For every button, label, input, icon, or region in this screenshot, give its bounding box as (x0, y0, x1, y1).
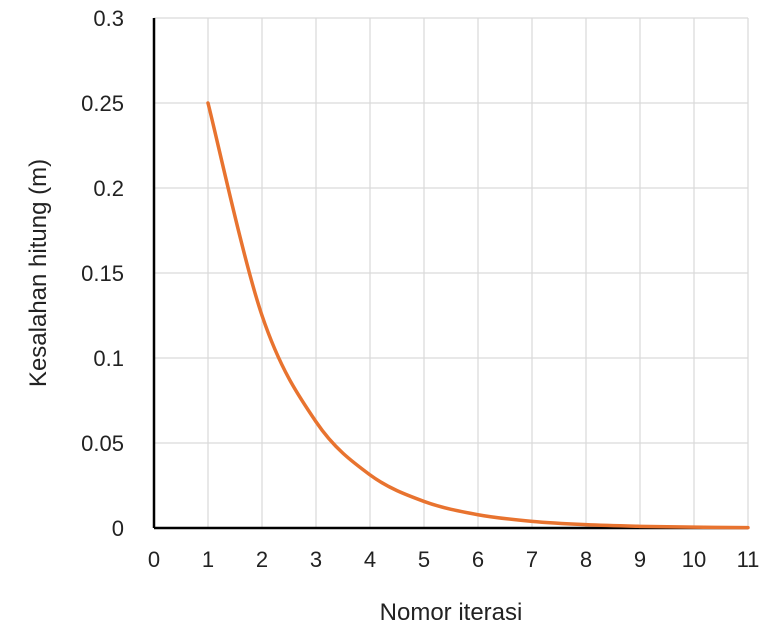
x-tick-label: 3 (310, 547, 322, 572)
x-tick-label: 0 (148, 547, 160, 572)
y-tick-label: 0 (112, 516, 124, 541)
series-group (206, 101, 750, 530)
x-tick-label: 8 (580, 547, 592, 572)
y-tick-label: 0.2 (93, 176, 124, 201)
grid (154, 17, 749, 528)
y-tick-label: 0.1 (93, 346, 124, 371)
x-tick-label: 9 (634, 547, 646, 572)
x-tick-label: 10 (682, 547, 706, 572)
y-axis-title: Kesalahan hitung (m) (25, 159, 52, 387)
x-tick-label: 4 (364, 547, 376, 572)
tick-labels: 0 1 2 3 4 5 6 7 8 9 10 11 0 0.05 0.1 0.15 0.2 0.25 0.3 (81, 6, 759, 572)
x-tick-label: 2 (256, 547, 268, 572)
y-tick-label: 0.25 (81, 91, 124, 116)
y-tick-label: 0.15 (81, 261, 124, 286)
x-tick-label: 1 (202, 547, 214, 572)
x-tick-label: 6 (472, 547, 484, 572)
y-tick-label: 0.3 (93, 6, 124, 31)
x-tick-label: 11 (737, 547, 760, 572)
series-line (206, 101, 750, 530)
y-tick-label: 0.05 (81, 431, 124, 456)
x-tick-label: 7 (526, 547, 538, 572)
x-axis-title: Nomor iterasi (380, 599, 523, 626)
x-tick-label: 5 (418, 547, 430, 572)
